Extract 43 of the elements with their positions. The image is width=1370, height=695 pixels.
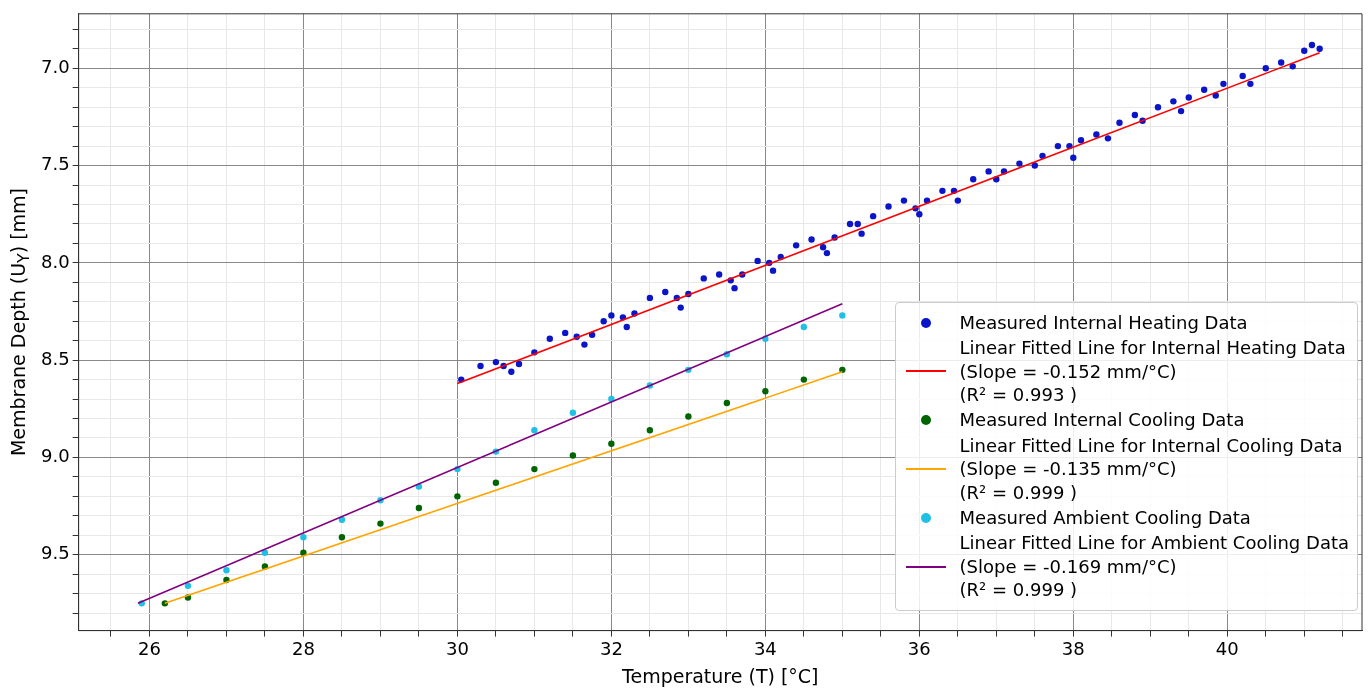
point bbox=[415, 504, 423, 512]
point bbox=[338, 534, 346, 541]
legend-label: Linear Fitted Line for Internal Heating Data (Slope = -0.152 mm/°C) (R² = 0.993 ) bbox=[959, 336, 1346, 407]
point bbox=[454, 493, 461, 500]
x-tick-label: 26 bbox=[138, 638, 161, 660]
point bbox=[377, 520, 384, 527]
point bbox=[569, 452, 577, 459]
point bbox=[800, 323, 808, 331]
legend-label: Measured Ambient Cooling Data bbox=[959, 506, 1251, 530]
point bbox=[646, 426, 654, 434]
x-tick-label: 28 bbox=[291, 638, 315, 660]
point bbox=[762, 388, 769, 395]
point bbox=[300, 534, 307, 541]
x-tick-label: 32 bbox=[599, 638, 623, 660]
legend-label: Measured Internal Cooling Data bbox=[959, 408, 1245, 432]
y-tick-label: 8.0 bbox=[40, 250, 70, 272]
x-axis-title: Temperature (T) [°C] bbox=[621, 664, 819, 687]
y-tick-label: 9.5 bbox=[40, 542, 70, 564]
point bbox=[723, 399, 731, 407]
y-tick-label: 7.0 bbox=[40, 55, 70, 77]
y-tick-label: 7.5 bbox=[40, 153, 70, 175]
point bbox=[531, 426, 538, 434]
y-tick-label: 8.5 bbox=[40, 347, 70, 369]
legend-label: Measured Internal Heating Data bbox=[959, 310, 1248, 335]
point bbox=[492, 479, 500, 486]
point bbox=[839, 312, 846, 319]
legend-label: Linear Fitted Line for Ambient Cooling Data (Slope = -0.169 mm/°C) (R² = 0.999 ) bbox=[959, 531, 1349, 602]
point bbox=[608, 440, 615, 448]
y-tick-label: 9.0 bbox=[40, 445, 70, 467]
point bbox=[839, 366, 846, 374]
point bbox=[800, 376, 808, 383]
point bbox=[531, 465, 538, 473]
x-tick-label: 38 bbox=[1061, 638, 1085, 660]
point bbox=[261, 549, 269, 556]
x-tick-label: 40 bbox=[1215, 638, 1239, 660]
point bbox=[569, 409, 577, 416]
point bbox=[685, 413, 692, 420]
x-tick-label: 36 bbox=[907, 638, 931, 660]
x-tick-label: 30 bbox=[445, 638, 469, 660]
point bbox=[223, 567, 230, 574]
x-tick-label: 34 bbox=[753, 638, 777, 660]
legend-label: Linear Fitted Line for Internal Cooling Data (Slope = -0.135 mm/°C) (R² = 0.999 ) bbox=[959, 433, 1343, 505]
point bbox=[184, 582, 192, 590]
